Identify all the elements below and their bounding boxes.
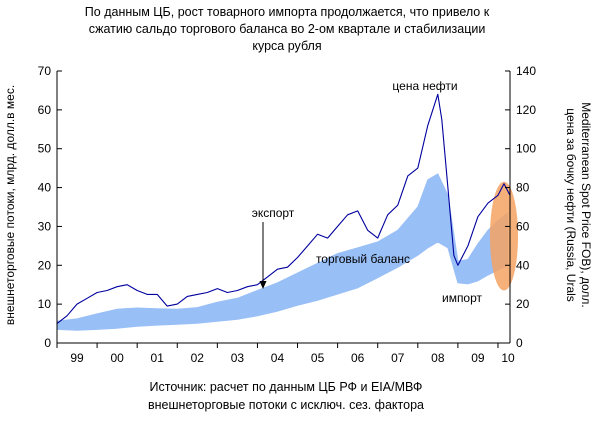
- y-right-tick-label: 20: [516, 297, 530, 311]
- x-tick-label: 06: [351, 351, 365, 365]
- source-line-2: внешнеторговые потоки с исключ. сез. фак…: [148, 398, 424, 412]
- y-left-tick-label: 60: [38, 103, 52, 117]
- x-tick-label: 07: [391, 351, 405, 365]
- export-arrow-head: [259, 281, 267, 289]
- x-tick-label: 99: [70, 351, 84, 365]
- source-line-1: Источник: расчет по данным ЦБ РФ и EIA/М…: [150, 380, 423, 394]
- x-tick-label: 09: [471, 351, 485, 365]
- title-line-2: сжатию сальдо торгового баланса во 2-ом …: [89, 22, 486, 36]
- x-tick-label: 08: [431, 351, 445, 365]
- y-left-tick-label: 70: [38, 64, 52, 78]
- export-series-line: [56, 173, 509, 322]
- y-axis-right-label-line-2: Mediterranean Spot Price FOB), долл.: [579, 102, 593, 308]
- annotation-oil-price: цена нефти: [392, 79, 457, 93]
- x-tick-label: 10: [501, 351, 515, 365]
- chart-title: По данным ЦБ, рост товарного импорта про…: [85, 5, 490, 53]
- y-right-tick-label: 100: [516, 142, 536, 156]
- y-right-tick-label: 120: [516, 103, 536, 117]
- annotation-import: импорт: [442, 291, 483, 305]
- x-tick-label: 02: [191, 351, 205, 365]
- source-note: Источник: расчет по данным ЦБ РФ и EIA/М…: [148, 380, 424, 412]
- plot-area: [56, 93, 519, 331]
- x-tick-label: 01: [151, 351, 165, 365]
- x-tick-label: 00: [110, 351, 124, 365]
- trade-balance-band: [57, 174, 508, 331]
- oil-price-line: [56, 93, 511, 325]
- y-right-tick-label: 0: [516, 336, 523, 350]
- y-right-tick-label: 140: [516, 64, 536, 78]
- x-tick-label: 05: [311, 351, 325, 365]
- y-left-tick-label: 0: [44, 336, 51, 350]
- title-line-3: курса рубля: [252, 39, 321, 53]
- annotation-trade-balance: торговый баланс: [316, 252, 410, 266]
- y-left-tick-label: 40: [38, 181, 52, 195]
- x-tick-label: 03: [231, 351, 245, 365]
- y-right-tick-label: 40: [516, 258, 530, 272]
- y-left-tick-label: 30: [38, 219, 52, 233]
- y-right-tick-label: 60: [516, 219, 530, 233]
- highlight-ellipse: [489, 181, 519, 291]
- y-left-tick-label: 50: [38, 142, 52, 156]
- annotation-export: экспорт: [252, 206, 295, 220]
- title-line-1: По данным ЦБ, рост товарного импорта про…: [85, 5, 490, 19]
- x-tick-label: 04: [271, 351, 285, 365]
- y-left-tick-label: 20: [38, 258, 52, 272]
- import-series-line: [56, 241, 509, 331]
- y-left-tick-label: 10: [38, 297, 52, 311]
- y-axis-right-label-line-1: цена за бочку нефти (Russia, Urals: [564, 108, 578, 302]
- y-right-tick-label: 80: [516, 181, 530, 195]
- annotations: цена нефти экспорт торговый баланс импор…: [252, 79, 483, 305]
- y-axis-left-label: внешнеторговые потоки, млрд. долл.в мес.: [3, 85, 17, 325]
